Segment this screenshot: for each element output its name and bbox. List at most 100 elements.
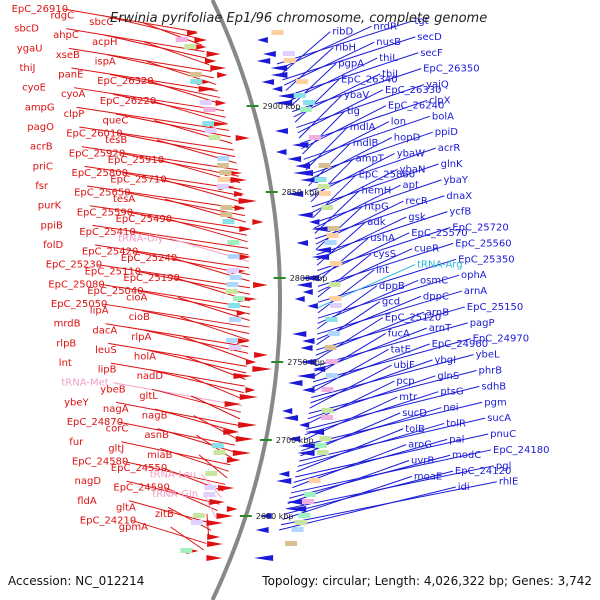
gene-label: yajQ [426, 80, 449, 91]
gene-label: ptsG [440, 387, 463, 398]
annotation-block [203, 492, 216, 497]
reverse-gene-arrow [282, 408, 293, 414]
gene-label: EpC_24180 [493, 445, 549, 456]
leader-line [190, 395, 241, 420]
gene-label: cyoE [22, 83, 46, 94]
leader-line [110, 362, 245, 387]
gene-label: phrB [479, 366, 503, 377]
leader-line [295, 433, 489, 478]
reverse-gene-arrow [299, 359, 316, 365]
leader-line [66, 28, 205, 53]
reverse-gene-arrow [294, 296, 305, 302]
leader-line [285, 47, 334, 91]
annotation-block [216, 184, 229, 189]
gene-label: EpC_25230 [46, 260, 102, 271]
forward-gene-arrow [198, 86, 217, 92]
gene-label: int [376, 265, 389, 276]
reverse-gene-arrow [274, 128, 288, 134]
gene-label: ybaV [344, 90, 369, 101]
leader-line [129, 500, 214, 525]
gene-label: secF [420, 48, 443, 59]
leader-line [87, 185, 245, 210]
reverse-gene-arrow [275, 149, 287, 155]
gene-label: nadD [137, 371, 164, 382]
gene-label: mrdB [54, 319, 81, 330]
gene-label: EpC_25720 [452, 223, 508, 234]
leader-line [115, 113, 231, 138]
leader-line [313, 338, 471, 383]
gene-label: EpC_25560 [455, 238, 511, 249]
annotation-block [321, 408, 334, 413]
gene-label: pagP [470, 318, 495, 329]
leader-line [79, 126, 234, 151]
gene-label: ybaY [444, 175, 469, 186]
gene-label: rlpB [56, 338, 76, 349]
reverse-gene-arrow [286, 506, 307, 512]
gene-label: nagA [103, 404, 129, 415]
forward-gene-arrow [207, 534, 221, 540]
annotation-block [213, 450, 226, 455]
leader-line [310, 158, 354, 203]
leader-line [310, 359, 433, 404]
annotation-block [308, 135, 321, 140]
tick-label: 2850 kbp [282, 188, 320, 197]
gene-label: pagO [27, 122, 54, 133]
annotation-block [202, 121, 215, 126]
gene-label: pgl [496, 461, 511, 472]
leader-line [317, 237, 369, 282]
leader-line [193, 415, 237, 439]
reverse-gene-arrow [283, 415, 299, 421]
gene-label: ubiF [394, 360, 415, 371]
leader-line [297, 422, 445, 467]
leader-line [314, 190, 360, 234]
leader-line [71, 67, 219, 92]
annotation-block [229, 345, 242, 350]
leader-line [141, 21, 203, 46]
gene-label: ispA [95, 57, 116, 68]
gene-label: dppB [379, 281, 405, 292]
leader-line [131, 519, 207, 544]
annotation-block [308, 478, 321, 483]
gene-label: purK [38, 201, 62, 212]
annotation-block [226, 282, 239, 287]
leader-line [154, 408, 238, 433]
forward-gene-arrow [234, 205, 246, 211]
forward-gene-arrow [238, 422, 258, 428]
forward-gene-arrow [253, 282, 268, 288]
gene-label: EpC_25040 [87, 286, 143, 297]
gene-label: tolB [405, 424, 425, 435]
annotation-block [293, 93, 306, 98]
gene-label: gcd [382, 297, 400, 308]
gene-label: EpC_25240 [121, 253, 177, 264]
gene-label: EpC_26010 [66, 129, 122, 140]
annotation-block [226, 338, 238, 343]
reverse-gene-arrow [296, 240, 309, 246]
leader-line [146, 349, 247, 374]
leader-line [312, 343, 430, 388]
gene-label: dacA [92, 325, 117, 336]
gene-label: zitB [155, 509, 174, 520]
forward-gene-arrow [207, 541, 223, 547]
reverse-gene-arrow [255, 527, 269, 533]
annotation-block [189, 72, 202, 77]
gene-label: sbcC [89, 17, 113, 28]
leader-line [289, 454, 451, 499]
leader-line [68, 47, 212, 72]
gene-label: ybaN [400, 164, 426, 175]
annotation-block [232, 296, 245, 301]
gene-label: dppC [423, 291, 449, 302]
gene-label: tgt [414, 16, 428, 27]
forward-gene-arrow [234, 191, 245, 197]
gene-label: tesA [113, 194, 135, 205]
gene-label: EpC_25650 [74, 188, 130, 199]
gene-label: lipB [98, 365, 117, 376]
topology-value: circular [322, 574, 367, 588]
forward-gene-arrow [206, 520, 224, 526]
reverse-gene-arrow [297, 212, 313, 218]
gene-label: EpC_26350 [423, 64, 479, 75]
gene-label: glnS [437, 371, 459, 382]
annotation-block [175, 37, 188, 42]
gene-label: folD [43, 240, 63, 251]
annotation-block [301, 499, 314, 504]
gene-label: EpC_26340 [341, 74, 397, 85]
